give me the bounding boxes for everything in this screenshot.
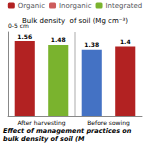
svg-text:bulk density of soil (M: bulk density of soil (M xyxy=(3,135,85,143)
svg-text:After harvesting: After harvesting xyxy=(17,119,65,127)
svg-text:1.4: 1.4 xyxy=(120,38,131,45)
svg-text:Inorganic: Inorganic xyxy=(59,2,92,10)
svg-text:1.38: 1.38 xyxy=(84,41,99,48)
svg-text:Effect of management practices: Effect of management practices on xyxy=(3,127,134,135)
svg-text:Before sowing: Before sowing xyxy=(87,119,130,127)
svg-text:1.56: 1.56 xyxy=(17,33,32,40)
svg-text:Organic: Organic xyxy=(18,2,45,10)
svg-text:Integrated: Integrated xyxy=(106,2,143,10)
svg-text:0-5 cm: 0-5 cm xyxy=(8,21,29,29)
svg-text:1.48: 1.48 xyxy=(51,36,66,43)
svg-text:Bulk density of soil (Mg cm⁻³: Bulk density of soil (Mg cm⁻³) xyxy=(22,17,128,25)
